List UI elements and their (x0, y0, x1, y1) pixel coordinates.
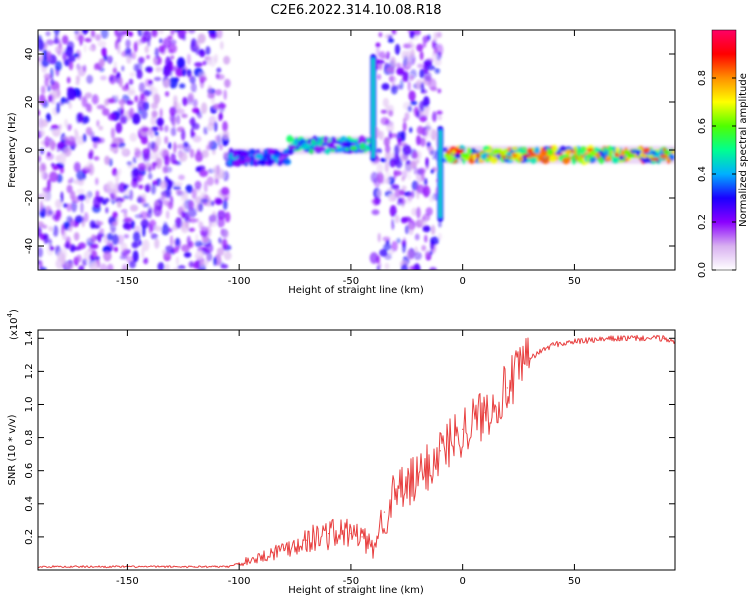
snr-data-point (305, 539, 307, 541)
snr-x-label: Height of straight line (km) (288, 585, 424, 596)
spectrogram-region-noise-left (38, 30, 233, 270)
spectrogram-region-signal-band-3 (440, 144, 675, 166)
svg-text:(x104): (x104) (6, 309, 20, 340)
colorbar-tick-label: 0.2 (697, 214, 708, 230)
snr-multiplier-exp: 4 (6, 312, 14, 317)
snr-data-point (283, 547, 285, 550)
y-tick-label: -40 (24, 238, 35, 254)
snr-data-point (417, 478, 419, 480)
snr-data-point (372, 549, 374, 551)
spectrogram-ticks: -150 -100 -50 0 50 -40 -20 0 20 40 (24, 30, 675, 287)
snr-data-point (618, 337, 620, 339)
snr-series-line (38, 334, 675, 569)
spectrogram-marks (38, 30, 675, 270)
snr-y-label: SNR (10 * v/v) (7, 414, 18, 485)
y-tick-label: 0.4 (24, 496, 35, 512)
x-tick-label: 50 (568, 576, 581, 587)
y-tick-label: 40 (24, 48, 35, 61)
snr-multiplier-close: ) (9, 309, 20, 313)
colorbar-ticks: 0.0 0.2 0.4 0.6 0.8 (697, 70, 736, 278)
spectrogram-panel: -150 -100 -50 0 50 -40 -20 0 20 40 Height of stra… (7, 29, 676, 296)
colorbar-tick-label: 0.0 (697, 262, 708, 278)
spectrogram-x-label: Height of straight line (km) (288, 285, 424, 296)
colorbar-gradient (711, 29, 737, 271)
y-tick-label: 0.2 (24, 529, 35, 545)
snr-multiplier: (x104) (6, 309, 20, 340)
snr-data-point (484, 412, 486, 414)
y-tick-label: 0 (24, 147, 35, 153)
x-tick-label: -150 (116, 576, 139, 587)
snr-data-point (327, 532, 330, 535)
colorbar-label: Normalized spectral amplitude (738, 73, 749, 227)
snr-data-point (238, 562, 240, 564)
y-tick-label: 1.2 (24, 363, 35, 379)
x-tick-label: 50 (568, 276, 581, 287)
snr-data-point (227, 566, 229, 568)
snr-data-point (361, 536, 363, 538)
snr-data-point (529, 357, 531, 359)
y-tick-label: 0.8 (24, 430, 35, 446)
snr-data-point (573, 340, 576, 343)
snr-multiplier-base: (x10 (9, 317, 20, 340)
snr-data-point (350, 532, 352, 535)
colorbar-tick-label: 0.8 (697, 70, 708, 86)
x-tick-label: -50 (343, 576, 359, 587)
x-tick-label: -50 (343, 276, 359, 287)
snr-data-point (383, 511, 386, 513)
snr-data-point (596, 339, 598, 341)
x-tick-label: 0 (459, 276, 465, 287)
spectrogram-texture (38, 30, 675, 270)
colorbar: 0.0 0.2 0.4 0.6 0.8 Normalized spectral ampl… (697, 29, 749, 278)
snr-data-point (439, 450, 441, 452)
colorbar-tick-label: 0.6 (697, 118, 708, 134)
snr-data-point (663, 337, 665, 339)
y-tick-label: 1.4 (24, 330, 35, 346)
snr-data-point (395, 494, 397, 497)
snr-panel: -150 -100 -50 0 50 0.2 0.4 0.6 0.8 1.0 1.2 1.4 Heig… (6, 309, 676, 596)
x-tick-label: 0 (459, 576, 465, 587)
snr-data-point (551, 344, 553, 346)
y-tick-label: -20 (24, 190, 35, 206)
y-tick-label: 0.6 (24, 463, 35, 479)
snr-data-point (640, 337, 643, 339)
x-tick-label: -100 (228, 276, 251, 287)
y-tick-label: 20 (24, 96, 35, 109)
x-tick-label: -100 (228, 576, 251, 587)
spectrogram-region-spike-1 (370, 54, 377, 162)
spectrogram-y-label: Frequency (Hz) (7, 112, 18, 188)
snr-data-point (506, 387, 508, 389)
snr-frame (37, 329, 676, 571)
spectrogram-region-signal-band-2 (285, 135, 375, 155)
snr-ticks: -150 -100 -50 0 50 0.2 0.4 0.6 0.8 1.0 1.2 1.4 (24, 330, 675, 587)
colorbar-tick-label: 0.4 (697, 166, 708, 182)
x-tick-label: -150 (116, 276, 139, 287)
snr-data-point (193, 566, 196, 568)
figure-title: C2E6.2022.314.10.08.R18 (270, 3, 441, 18)
y-tick-label: 1.0 (24, 397, 35, 413)
spectrogram-region-noise-middle (369, 30, 444, 270)
snr-data-point (260, 556, 263, 558)
spectrogram-region-spike-2 (437, 126, 444, 222)
snr-data-point (462, 428, 464, 430)
spectrogram-region-signal-band-1 (225, 147, 292, 167)
